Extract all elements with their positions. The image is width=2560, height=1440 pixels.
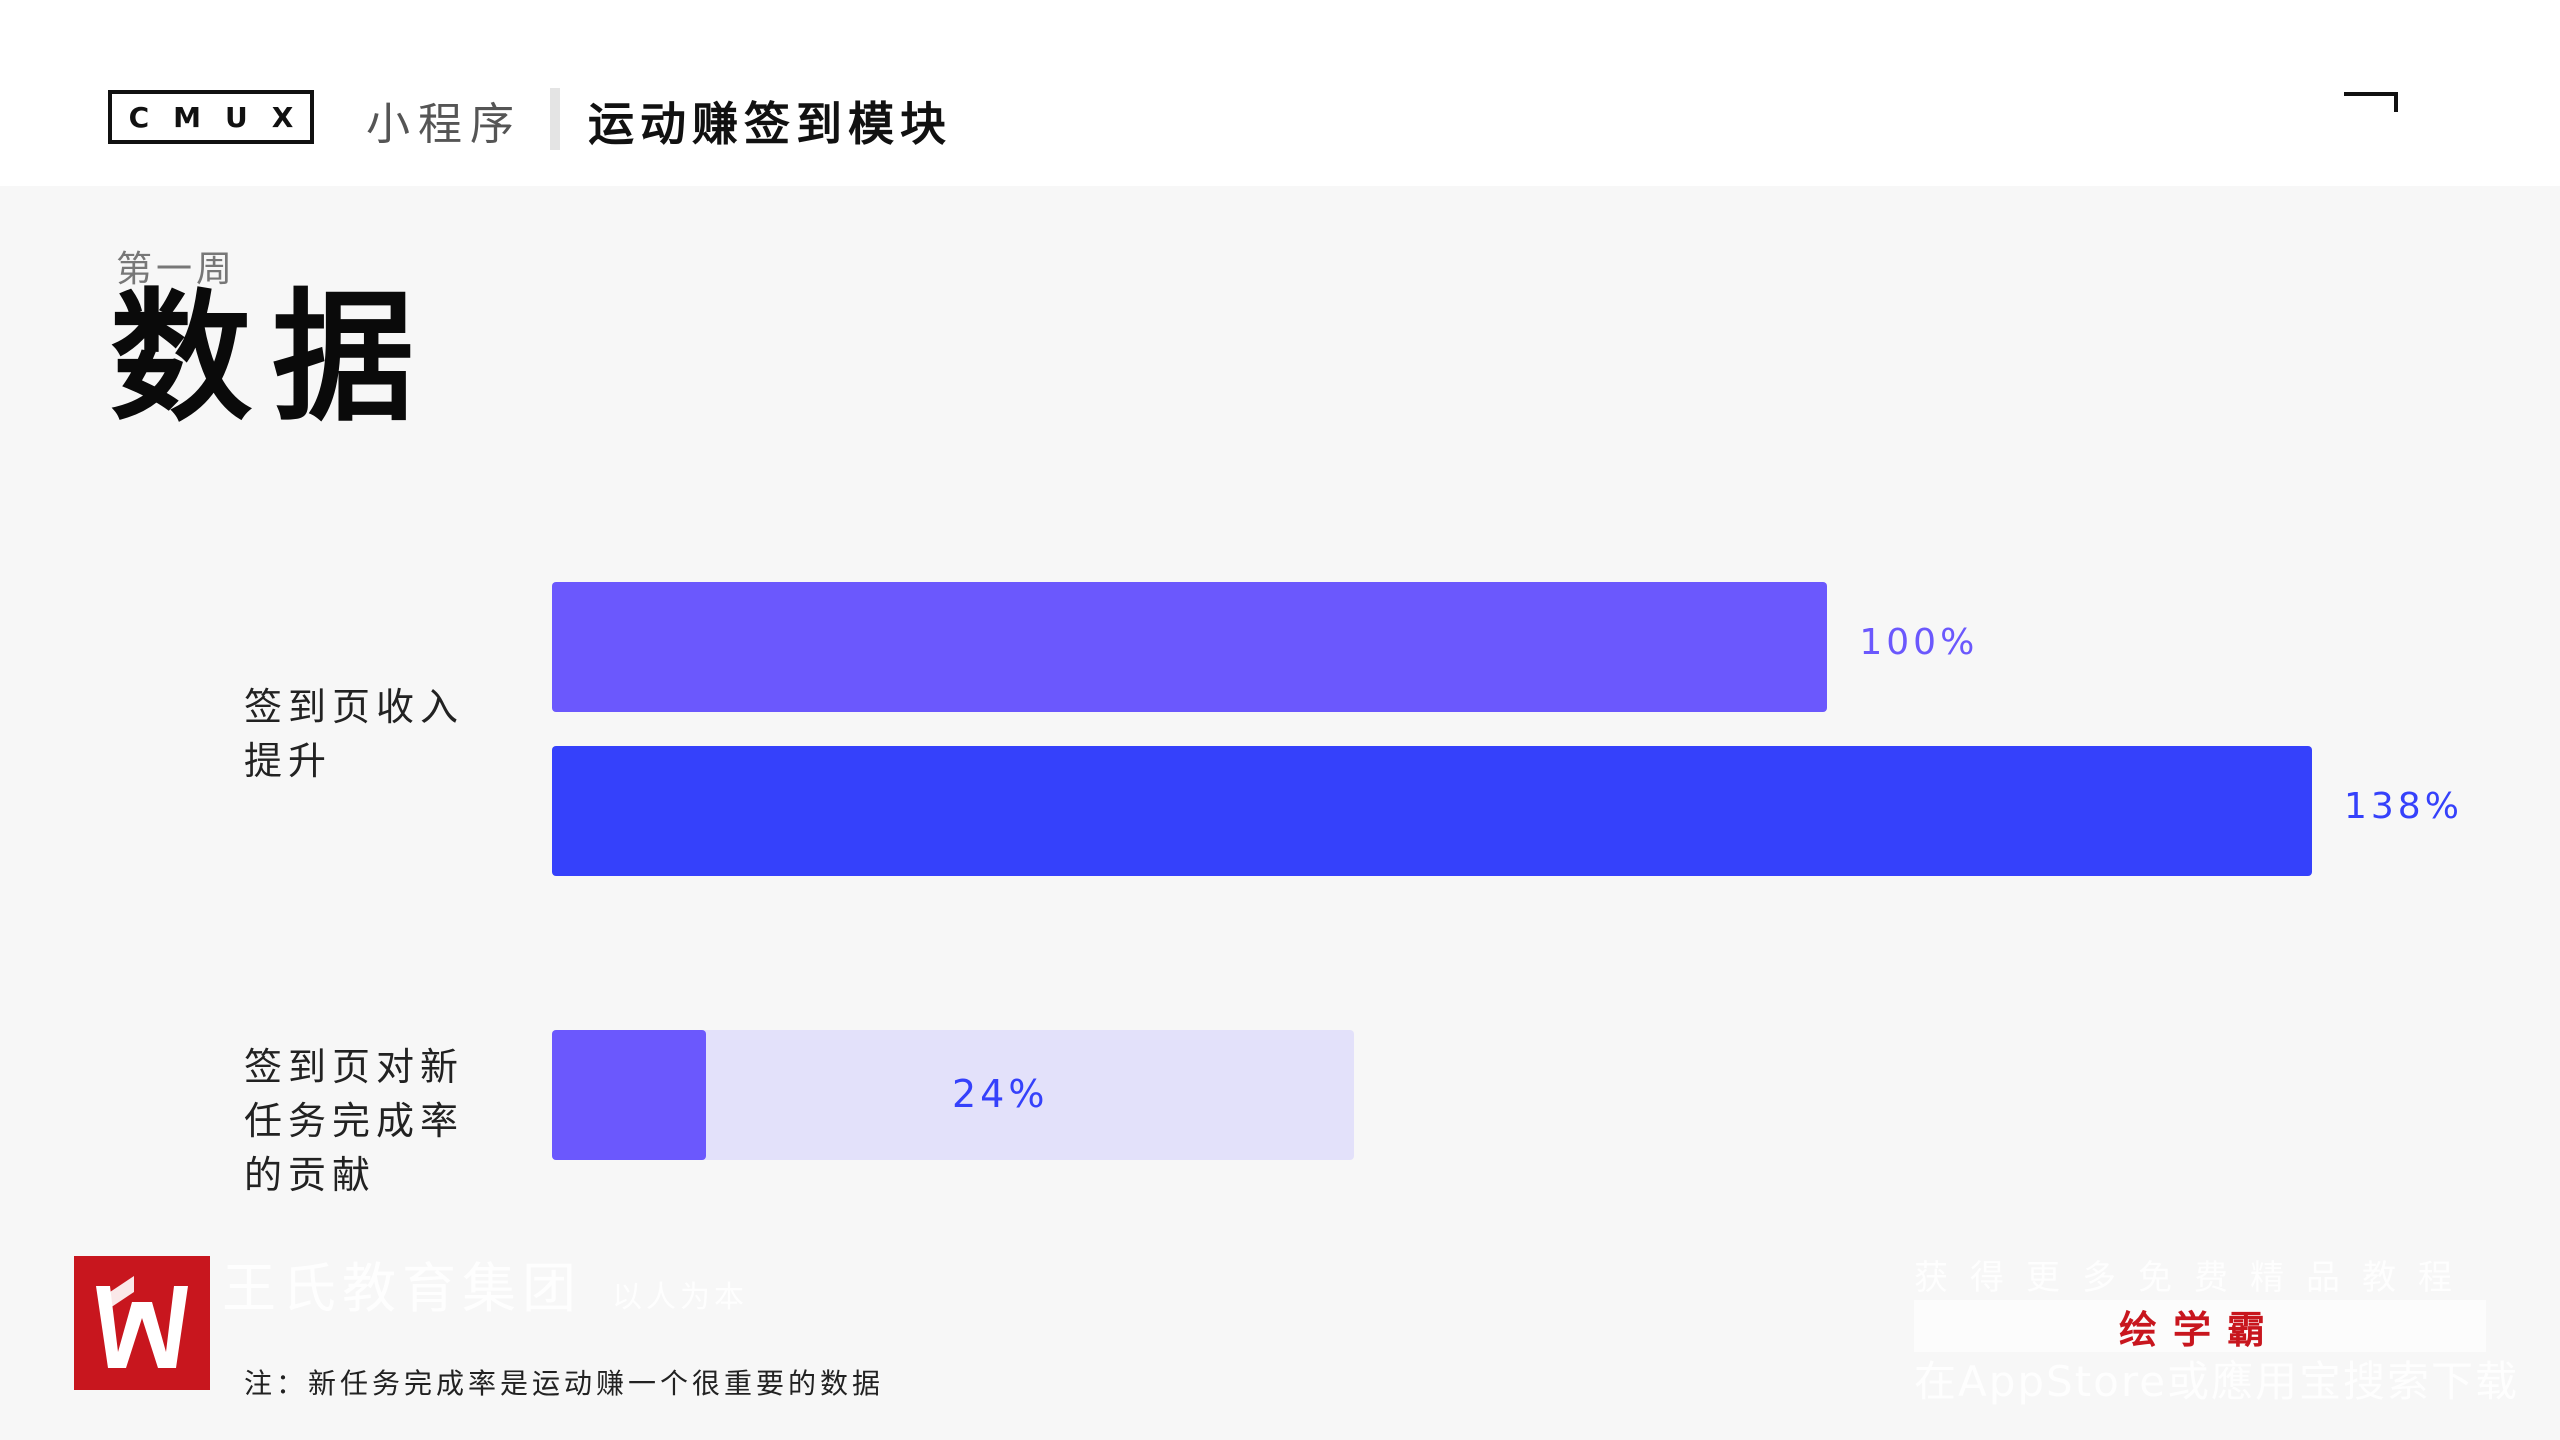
- header-band: [0, 0, 2560, 186]
- group-label-completion: 签到页对新 任务完成率 的贡献: [244, 1040, 494, 1202]
- watermark-download: 在AppStore或應用宝搜索下载: [1914, 1357, 2520, 1406]
- week-label: 第一周: [116, 249, 237, 290]
- bar-completion-24: [552, 1030, 706, 1160]
- group-label-line: 任务完成率: [244, 1099, 465, 1143]
- group-label-revenue: 签到页收入 提升: [244, 680, 494, 788]
- bar-value-label: 100%: [1859, 622, 1979, 663]
- group-label-line: 签到页收入: [244, 685, 465, 729]
- watermark-promo: 获得更多免费精品教程: [1914, 1258, 2474, 1298]
- brand-logo: CMUX: [108, 90, 314, 144]
- watermark-brand: 绘学霸: [1914, 1300, 2486, 1352]
- header-app-label: 小程序: [366, 99, 522, 150]
- company-logo: [74, 1256, 210, 1390]
- watermark-company: 王氏教育集团 以人为本: [222, 1244, 748, 1323]
- w-logo-icon: [96, 1276, 188, 1368]
- bar-revenue-138: [552, 746, 2312, 876]
- watermark-company-slogan: 以人为本: [612, 1280, 748, 1315]
- bar-value-label: 138%: [2344, 786, 2463, 827]
- group-label-line: 的贡献: [244, 1153, 377, 1197]
- corner-bracket-icon: [2344, 92, 2398, 112]
- watermark-company-name: 王氏教育集团: [222, 1257, 582, 1320]
- group-label-line: 提升: [244, 739, 333, 783]
- group-label-line: 签到页对新: [244, 1045, 465, 1089]
- header-divider: [550, 88, 560, 150]
- bar-revenue-100: [552, 582, 1828, 712]
- header-title: 运动赚签到模块: [588, 97, 952, 151]
- bar-value-label: 24%: [952, 1072, 1049, 1116]
- page-title: 数据: [110, 276, 434, 441]
- footnote: 注：新任务完成率是运动赚一个很重要的数据: [244, 1367, 885, 1400]
